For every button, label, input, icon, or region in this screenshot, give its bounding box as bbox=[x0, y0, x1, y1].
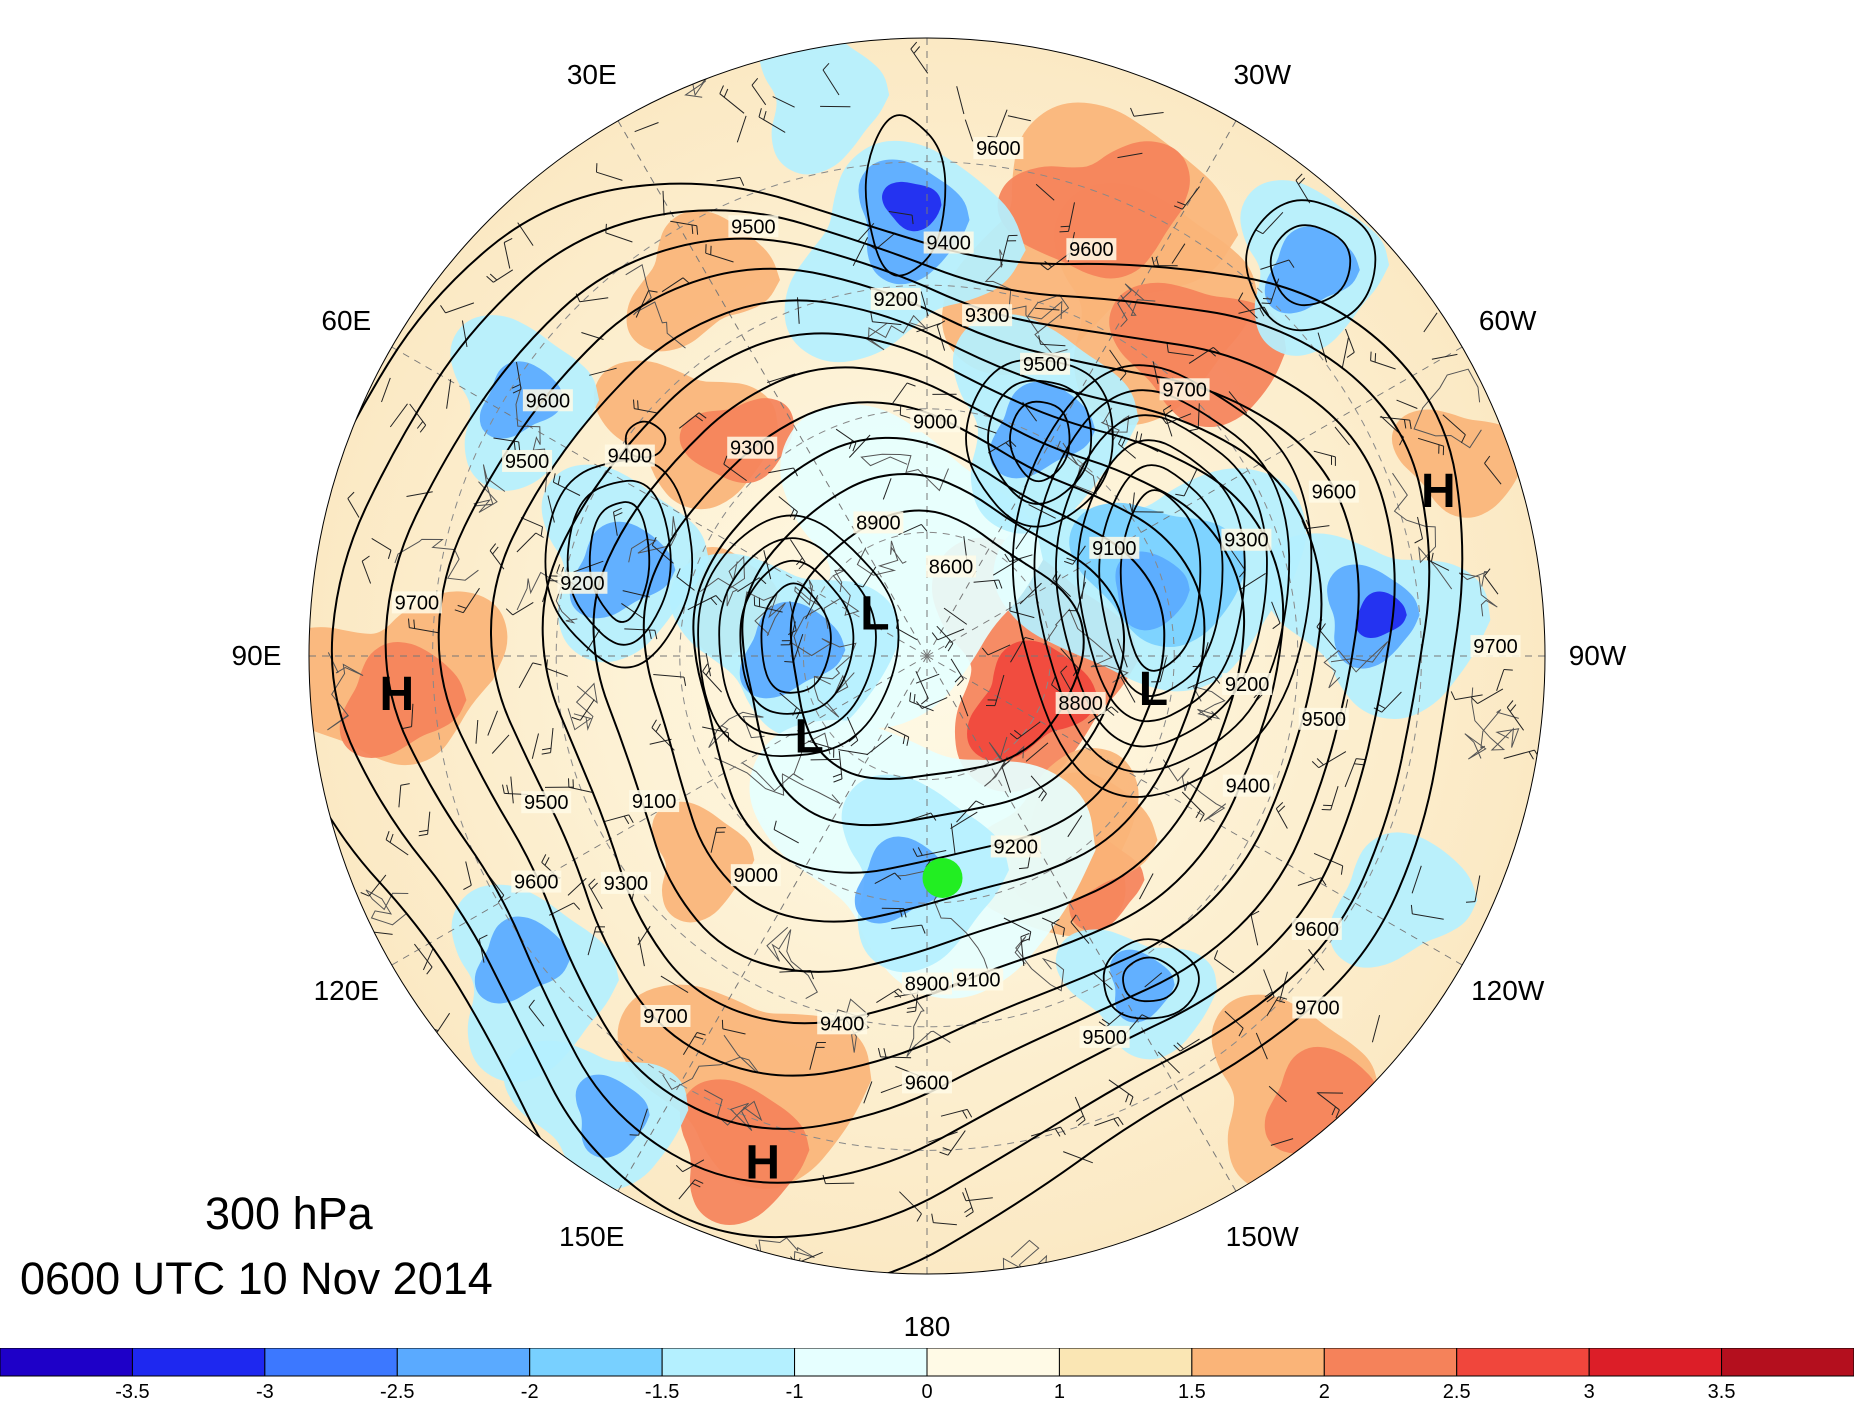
colorbar-swatch bbox=[1191, 1348, 1325, 1377]
contour-label: 9100 bbox=[956, 970, 1001, 992]
lon-30e-label: 30E bbox=[566, 59, 617, 91]
contour-label: 9600 bbox=[1069, 239, 1114, 261]
contour-label: 9600 bbox=[514, 872, 559, 894]
colorbar-tick: -3.5 bbox=[115, 1381, 150, 1403]
contour-label: 9500 bbox=[1082, 1027, 1127, 1049]
contour-label: 9400 bbox=[1226, 776, 1271, 798]
location-marker bbox=[922, 857, 963, 898]
colorbar-tick: 2.5 bbox=[1442, 1381, 1471, 1403]
contour-label: 9600 bbox=[976, 138, 1021, 160]
contour-label: 8900 bbox=[856, 512, 901, 534]
contour-label: 9500 bbox=[505, 451, 550, 473]
contour-label: 9100 bbox=[1092, 538, 1137, 560]
height-contours bbox=[309, 114, 1464, 1274]
low-pressure-label: L bbox=[794, 710, 823, 763]
contour-label: 9700 bbox=[1473, 636, 1518, 658]
contour-label: 9500 bbox=[1302, 709, 1347, 731]
contour-label: 9500 bbox=[1023, 354, 1068, 376]
colorbar-tick: 2 bbox=[1318, 1381, 1330, 1403]
lon-150w-label: 150W bbox=[1225, 1220, 1299, 1252]
polar-map: 9600 9400 9200 9300 9600 9500 9700 9000 9100 9600… bbox=[308, 37, 1546, 1275]
contour-label: 9400 bbox=[820, 1013, 865, 1035]
lon-60e-label: 60E bbox=[321, 304, 372, 336]
contour-label: 9000 bbox=[913, 411, 958, 433]
contour-label: 9600 bbox=[526, 390, 571, 412]
contour-label: 9600 bbox=[1295, 919, 1340, 941]
high-pressure-label: H bbox=[379, 668, 414, 721]
contour-label: 9200 bbox=[1225, 674, 1270, 696]
colorbar-tick: 3.5 bbox=[1707, 1381, 1736, 1403]
colorbar-swatch bbox=[396, 1348, 531, 1377]
contour-label: 9300 bbox=[730, 438, 775, 460]
colorbar-tick: 3 bbox=[1583, 1381, 1595, 1403]
colorbar bbox=[0, 1348, 1854, 1377]
contour-label: 9500 bbox=[524, 792, 569, 814]
lon-90w-label: 90W bbox=[1568, 640, 1627, 671]
contour-label: 9100 bbox=[632, 791, 677, 813]
contour-label: 9200 bbox=[560, 573, 605, 595]
anomaly-shading bbox=[309, 38, 1525, 1226]
contour-label: 9300 bbox=[1224, 530, 1269, 552]
colorbar-tick: 1.5 bbox=[1177, 1381, 1206, 1403]
colorbar-tick: -1 bbox=[785, 1381, 804, 1403]
colorbar-swatch bbox=[1721, 1348, 1854, 1377]
colorbar-swatch bbox=[1058, 1348, 1193, 1377]
contour-label: 9700 bbox=[643, 1006, 688, 1028]
lon-90e-label: 90E bbox=[231, 640, 282, 671]
low-pressure-label: L bbox=[860, 587, 889, 640]
contour-label: 9600 bbox=[1312, 482, 1357, 504]
contour-label: 9300 bbox=[604, 873, 649, 895]
contour-label: 8800 bbox=[1058, 693, 1103, 715]
contour-label: 9700 bbox=[1295, 997, 1340, 1019]
contour-label: 9600 bbox=[905, 1072, 950, 1094]
colorbar-tick: 1 bbox=[1053, 1381, 1065, 1403]
colorbar-tick: -1.5 bbox=[644, 1381, 680, 1403]
colorbar-swatch bbox=[0, 1348, 133, 1377]
contour-label: 9000 bbox=[734, 865, 779, 887]
contour-label: 9500 bbox=[731, 216, 776, 238]
colorbar-tick: -2.5 bbox=[380, 1381, 415, 1403]
contour-label: 9200 bbox=[874, 289, 919, 311]
contour-label: 8600 bbox=[929, 556, 974, 578]
contour-label: 9700 bbox=[1162, 379, 1207, 401]
contour-label: 9400 bbox=[608, 446, 653, 468]
colorbar-swatch bbox=[661, 1348, 796, 1377]
contour-label: 8900 bbox=[905, 974, 950, 996]
colorbar-tick: 0 bbox=[921, 1381, 933, 1403]
contour-label: 9700 bbox=[395, 592, 440, 614]
high-pressure-label: H bbox=[745, 1136, 780, 1189]
high-pressure-label: H bbox=[1421, 465, 1456, 518]
lon-30w-label: 30W bbox=[1233, 59, 1292, 91]
contour-labels: 9600 9400 9200 9300 9600 9500 9700 9000 9100 9600… bbox=[391, 137, 1521, 1094]
colorbar-tick: -3 bbox=[255, 1381, 274, 1403]
low-pressure-label: L bbox=[1139, 663, 1168, 716]
colorbar-swatch bbox=[926, 1348, 1060, 1377]
lon-120w-label: 120W bbox=[1471, 975, 1545, 1007]
contour-label: 9400 bbox=[926, 233, 971, 255]
datetime-title: 0600 UTC 10 Nov 2014 bbox=[20, 1253, 493, 1304]
colorbar-swatch bbox=[1456, 1348, 1590, 1377]
colorbar-swatch bbox=[264, 1348, 398, 1377]
pressure-centers: L L L H H H bbox=[379, 465, 1455, 1190]
lon-60w-label: 60W bbox=[1478, 304, 1537, 336]
lon-120e-label: 120E bbox=[313, 975, 379, 1007]
colorbar-swatch bbox=[1323, 1348, 1458, 1377]
contour-label: 9300 bbox=[965, 305, 1010, 327]
colorbar-swatch bbox=[1588, 1348, 1723, 1377]
contour-label: 9200 bbox=[994, 836, 1039, 858]
colorbar-swatch bbox=[529, 1348, 663, 1377]
pressure-level-title: 300 hPa bbox=[205, 1188, 373, 1239]
colorbar-tick: -2 bbox=[520, 1381, 539, 1403]
lon-150e-label: 150E bbox=[559, 1220, 625, 1252]
colorbar-swatch bbox=[794, 1348, 928, 1377]
lon-180-label: 180 bbox=[903, 1310, 951, 1342]
colorbar-swatch bbox=[131, 1348, 266, 1377]
